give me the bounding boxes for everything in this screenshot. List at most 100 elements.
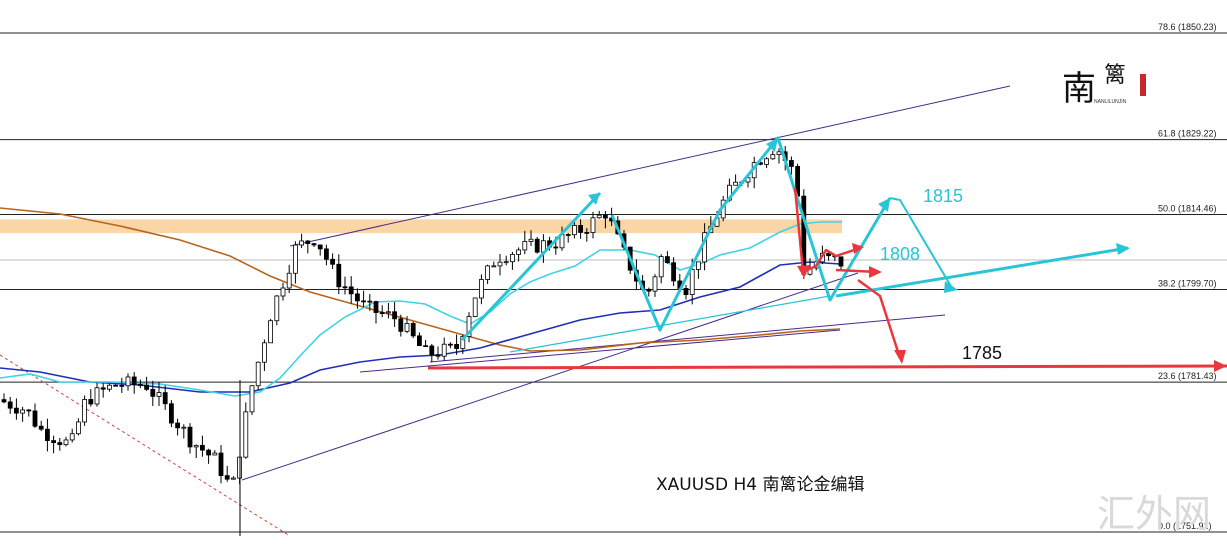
candle-bull <box>733 181 738 186</box>
candle-bear <box>224 475 230 480</box>
candle-bull <box>497 261 503 267</box>
candle-bear <box>354 293 360 302</box>
candle-bull <box>485 265 491 280</box>
logo-subtitle: NANLILUNJIN <box>1094 99 1127 105</box>
candle-bear <box>423 345 429 348</box>
candle-bear <box>454 344 460 349</box>
fib-label: 0.0 (1751.91) <box>1158 521 1212 531</box>
candle-bull <box>94 387 100 405</box>
candle-bull <box>286 272 292 289</box>
fib-label: 38.2 (1799.70) <box>1158 278 1217 288</box>
candle-bull <box>268 320 274 344</box>
candle-bear <box>57 442 63 446</box>
candle-bear <box>789 160 794 167</box>
candle-bear <box>199 444 205 451</box>
candle-bear <box>603 214 608 219</box>
candle-bull <box>280 287 286 297</box>
arrowhead-red-1 <box>797 265 810 278</box>
candle-bear <box>435 354 441 357</box>
candle-bear <box>218 452 224 477</box>
candle-bear <box>342 286 348 289</box>
candle-bull <box>516 249 521 255</box>
candle-bull <box>255 361 261 387</box>
arrowhead-red-4 <box>894 350 906 364</box>
target-1815: 1815 <box>923 186 963 206</box>
wave-projection-blue <box>460 136 1129 342</box>
candle-bear <box>187 426 193 448</box>
candle-bull <box>522 241 528 251</box>
chart-caption: XAUUSD H4 南篱论金编辑 <box>656 475 864 495</box>
candle-bull <box>181 426 187 429</box>
candle-bear <box>32 410 38 427</box>
red-path-2 <box>802 246 861 274</box>
candle-bear <box>578 225 583 233</box>
candle-bear <box>119 384 125 387</box>
fib-label: 61.8 (1829.22) <box>1158 129 1217 139</box>
channel-lower <box>241 272 859 481</box>
candle-bull <box>478 279 484 299</box>
candle-bear <box>683 288 689 296</box>
candle-bull <box>243 411 249 458</box>
candle-bull <box>107 384 112 390</box>
candle-bull <box>572 225 577 236</box>
candle-bear <box>175 422 181 429</box>
arrowhead-blue-3 <box>944 281 958 293</box>
candle-bear <box>206 449 212 456</box>
candle-bear <box>665 256 670 264</box>
arrowhead-red-3 <box>869 266 882 278</box>
candle-bear <box>162 392 168 405</box>
candle-bear <box>336 263 342 288</box>
candle-bear <box>113 384 118 387</box>
wave-3 <box>889 197 953 289</box>
logo: 南 篱 NANLILUNJIN <box>1062 63 1146 109</box>
candle-bear <box>584 232 590 234</box>
candle-bear <box>38 425 44 430</box>
candle-bear <box>826 252 831 257</box>
candle-bull <box>125 376 131 387</box>
candle-bear <box>671 262 676 282</box>
candle-bear <box>534 238 540 253</box>
candle-bull <box>528 238 534 242</box>
candle-bear <box>150 388 156 397</box>
candle-bull <box>689 269 695 296</box>
candle-bull <box>69 433 75 441</box>
target-1808: 1808 <box>880 244 920 264</box>
candle-bull <box>20 409 26 414</box>
candle-bull <box>249 385 255 413</box>
wave-2 <box>610 136 892 332</box>
candle-bear <box>429 345 435 356</box>
candle-bull <box>76 421 81 435</box>
candle-bull <box>491 265 497 268</box>
support-line-blue-long <box>509 295 831 353</box>
candle-bull <box>509 254 515 263</box>
candle-bear <box>305 240 311 245</box>
candle-bull <box>385 311 391 314</box>
target-1785: 1785 <box>962 343 1002 363</box>
candle-bear <box>565 234 571 236</box>
candle-bull <box>764 158 769 165</box>
support-line-2 <box>359 329 841 373</box>
logo-char-2: 篱 <box>1104 63 1126 88</box>
candle-bull <box>770 154 776 160</box>
candle-bear <box>1 399 7 403</box>
candle-bull <box>82 399 87 423</box>
candle-bear <box>447 343 453 346</box>
candle-bear <box>51 440 56 443</box>
support-line-long <box>429 314 946 363</box>
candle-bull <box>466 316 472 337</box>
candle-bear <box>646 288 652 292</box>
candle-bull <box>404 323 410 332</box>
candle-bear <box>392 311 398 320</box>
candle-bull <box>193 444 199 448</box>
downtrend-dashed <box>0 354 291 537</box>
candle-bear <box>373 301 379 313</box>
candle-bull <box>63 439 69 446</box>
candle-bull <box>261 342 267 363</box>
candle-bear <box>410 323 416 337</box>
candle-bear <box>323 248 329 260</box>
candle-bull <box>292 244 298 274</box>
candle-bear <box>168 403 174 424</box>
candle-bear <box>367 300 373 303</box>
candle-bear <box>330 258 336 265</box>
candle-bear <box>7 401 13 409</box>
